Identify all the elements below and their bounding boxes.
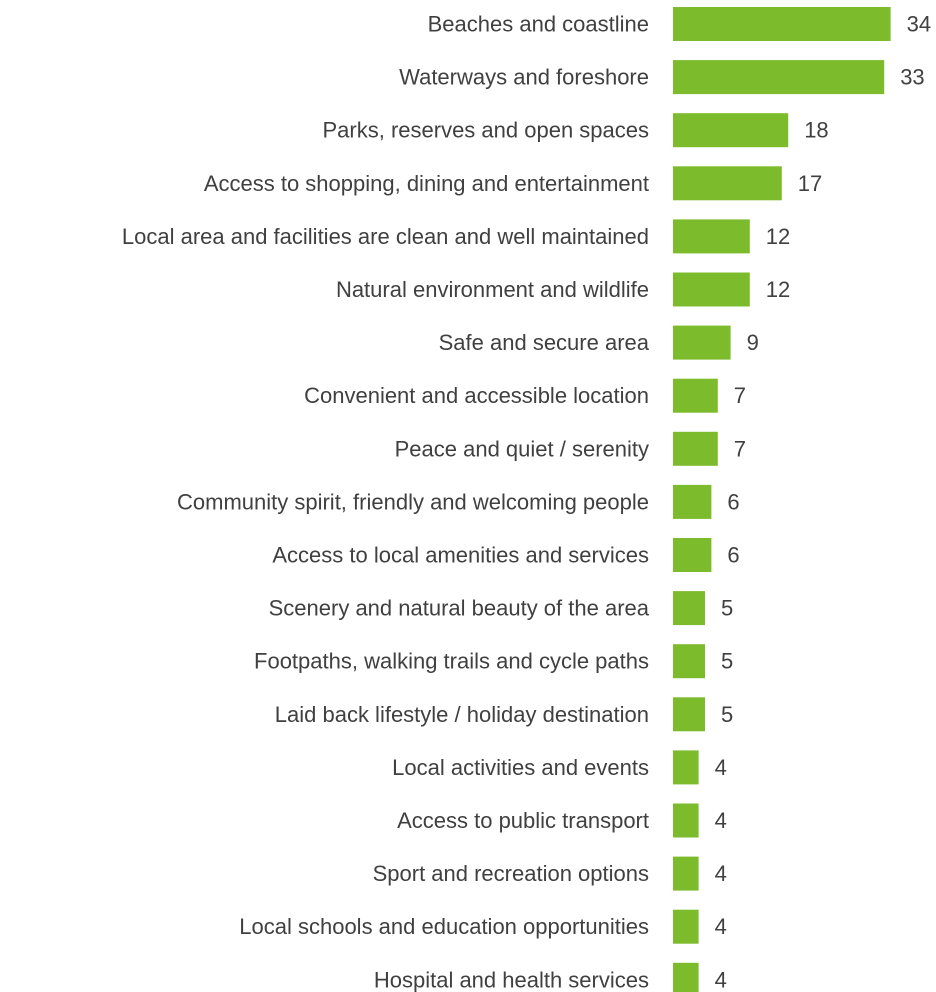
category-label: Sport and recreation options: [373, 861, 649, 886]
bar: [673, 697, 705, 732]
bar: [673, 113, 789, 148]
bar: [673, 591, 705, 626]
bar: [673, 962, 699, 992]
value-label: 6: [727, 489, 739, 514]
category-label: Local area and facilities are clean and …: [122, 224, 649, 249]
value-label: 12: [766, 224, 790, 249]
category-label: Safe and secure area: [439, 330, 650, 355]
bar: [673, 272, 750, 307]
bar: [673, 750, 699, 785]
bar: [673, 484, 712, 519]
value-label: 7: [734, 436, 746, 461]
value-label: 5: [721, 702, 733, 727]
value-label: 4: [715, 967, 727, 992]
category-label: Parks, reserves and open spaces: [322, 118, 649, 143]
bar: [673, 7, 891, 41]
category-label: Footpaths, walking trails and cycle path…: [254, 649, 649, 674]
category-label: Peace and quiet / serenity: [395, 436, 649, 461]
value-label: 17: [798, 171, 822, 196]
bar: [673, 803, 699, 838]
category-label: Waterways and foreshore: [399, 65, 649, 90]
category-label: Natural environment and wildlife: [336, 277, 649, 302]
value-label: 7: [734, 383, 746, 408]
category-label: Access to public transport: [397, 808, 649, 833]
value-label: 34: [907, 12, 931, 37]
category-label: Scenery and natural beauty of the area: [269, 596, 650, 621]
bar: [673, 538, 712, 572]
category-label: Access to shopping, dining and entertain…: [204, 171, 649, 196]
bar: [673, 60, 885, 95]
category-label: Community spirit, friendly and welcoming…: [177, 489, 649, 514]
value-label: 5: [721, 649, 733, 674]
bar: [673, 166, 782, 201]
category-label: Local schools and education opportunitie…: [239, 914, 649, 939]
bar: [673, 644, 705, 679]
value-label: 9: [747, 330, 759, 355]
category-label: Beaches and coastline: [428, 12, 649, 37]
bar: [673, 378, 718, 413]
bar: [673, 431, 718, 466]
value-label: 4: [715, 808, 727, 833]
value-label: 12: [766, 277, 790, 302]
category-label: Convenient and accessible location: [304, 383, 649, 408]
bar: [673, 909, 699, 944]
value-label: 5: [721, 596, 733, 621]
value-label: 4: [715, 861, 727, 886]
category-label: Access to local amenities and services: [272, 543, 649, 568]
value-label: 18: [804, 118, 828, 143]
category-label: Laid back lifestyle / holiday destinatio…: [275, 702, 649, 727]
value-label: 33: [900, 65, 924, 90]
value-label: 4: [715, 914, 727, 939]
bar: [673, 856, 699, 891]
bar: [673, 325, 731, 360]
bar: [673, 219, 750, 254]
category-label: Local activities and events: [392, 755, 649, 780]
value-label: 4: [715, 755, 727, 780]
category-label: Hospital and health services: [374, 967, 649, 992]
value-label: 6: [727, 543, 739, 568]
